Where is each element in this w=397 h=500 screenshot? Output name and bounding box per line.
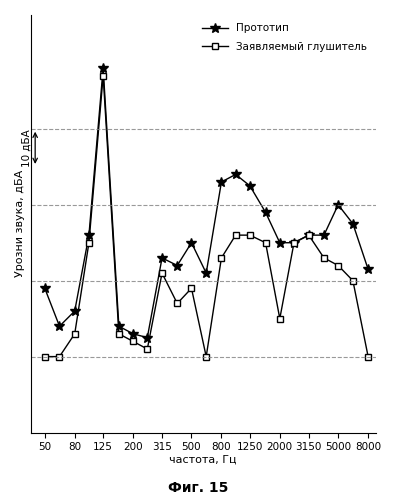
Заявляемый глушитель [263, 240, 268, 246]
Заявляемый глушитель [219, 255, 224, 261]
Прототип [116, 323, 121, 329]
Прототип [175, 262, 179, 268]
Заявляемый глушитель [189, 286, 194, 292]
Line: Заявляемый глушитель: Заявляемый глушитель [42, 73, 371, 360]
Прототип [322, 232, 326, 238]
Заявляемый глушитель [247, 232, 252, 238]
X-axis label: частота, Гц: частота, Гц [170, 455, 237, 465]
Прототип [131, 331, 135, 337]
Заявляемый глушитель [57, 354, 62, 360]
Заявляемый глушитель [87, 240, 91, 246]
Заявляемый глушитель [351, 278, 355, 283]
Заявляемый глушитель [292, 240, 297, 246]
Заявляемый глушитель [116, 331, 121, 337]
Прототип [366, 266, 370, 272]
Заявляемый глушитель [336, 262, 341, 268]
Text: Фиг. 15: Фиг. 15 [168, 481, 229, 495]
Заявляемый глушитель [306, 232, 311, 238]
Прототип [87, 232, 91, 238]
Заявляемый глушитель [278, 316, 282, 322]
Заявляемый глушитель [145, 346, 150, 352]
Прототип [292, 240, 297, 246]
Заявляемый глушитель [101, 72, 106, 78]
Прототип [145, 334, 150, 340]
Прототип [204, 270, 208, 276]
Прототип [306, 232, 311, 238]
Заявляемый глушитель [233, 232, 238, 238]
Прототип [219, 179, 224, 185]
Прототип [351, 221, 355, 227]
Заявляемый глушитель [72, 331, 77, 337]
Legend: Прототип, Заявляемый глушитель: Прототип, Заявляемый глушитель [199, 20, 370, 55]
Прототип [247, 183, 252, 189]
Прототип [263, 210, 268, 216]
Line: Прототип: Прототип [40, 64, 373, 342]
Заявляемый глушитель [131, 338, 135, 344]
Прототип [278, 240, 282, 246]
Заявляемый глушитель [42, 354, 47, 360]
Прототип [160, 255, 164, 261]
Text: 10 дБА: 10 дБА [22, 129, 32, 166]
Заявляемый глушитель [322, 255, 326, 261]
Прототип [57, 323, 62, 329]
Заявляемый глушитель [204, 354, 208, 360]
Прототип [233, 172, 238, 177]
Прототип [336, 202, 341, 208]
Заявляемый глушитель [366, 354, 370, 360]
Прототип [72, 308, 77, 314]
Y-axis label: Урозни звука, дБА: Урозни звука, дБА [15, 170, 25, 278]
Заявляемый глушитель [175, 300, 179, 306]
Прототип [189, 240, 194, 246]
Заявляемый глушитель [160, 270, 164, 276]
Прототип [101, 65, 106, 71]
Прототип [42, 286, 47, 292]
